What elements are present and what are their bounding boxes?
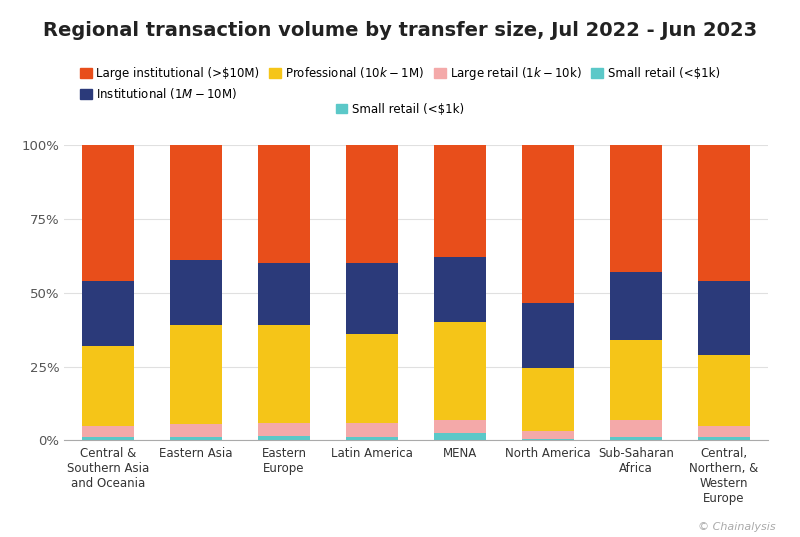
Bar: [522, 303, 574, 368]
Bar: [82, 425, 134, 437]
Bar: [610, 437, 662, 440]
Bar: [434, 433, 486, 440]
Bar: [698, 145, 750, 281]
Bar: [82, 145, 134, 281]
Bar: [346, 437, 398, 440]
Bar: [434, 322, 486, 420]
Bar: [346, 145, 398, 263]
Text: © Chainalysis: © Chainalysis: [698, 521, 776, 532]
Bar: [698, 425, 750, 437]
Bar: [258, 436, 310, 440]
Bar: [258, 263, 310, 325]
Bar: [522, 432, 574, 439]
Bar: [610, 420, 662, 437]
Bar: [346, 423, 398, 437]
Bar: [346, 263, 398, 334]
Bar: [170, 325, 222, 424]
Bar: [170, 260, 222, 325]
Bar: [346, 334, 398, 423]
Bar: [82, 437, 134, 440]
Bar: [522, 439, 574, 440]
Bar: [170, 145, 222, 260]
Bar: [258, 325, 310, 423]
Bar: [610, 145, 662, 272]
Bar: [434, 420, 486, 433]
Bar: [170, 424, 222, 437]
Legend: Large institutional (>$10M), Institutional ($1M-$10M), Professional ($10k-$1M), : Large institutional (>$10M), Institution…: [80, 65, 720, 101]
Bar: [82, 346, 134, 425]
Bar: [258, 145, 310, 263]
Bar: [698, 281, 750, 354]
Legend: Small retail (<$1k): Small retail (<$1k): [336, 103, 464, 115]
Bar: [522, 145, 574, 303]
Bar: [434, 257, 486, 322]
Bar: [434, 145, 486, 257]
Bar: [610, 272, 662, 340]
Bar: [522, 368, 574, 432]
Text: Regional transaction volume by transfer size, Jul 2022 - Jun 2023: Regional transaction volume by transfer …: [43, 21, 757, 40]
Bar: [698, 354, 750, 425]
Bar: [610, 340, 662, 420]
Bar: [170, 437, 222, 440]
Bar: [82, 281, 134, 346]
Bar: [258, 423, 310, 436]
Bar: [698, 437, 750, 440]
